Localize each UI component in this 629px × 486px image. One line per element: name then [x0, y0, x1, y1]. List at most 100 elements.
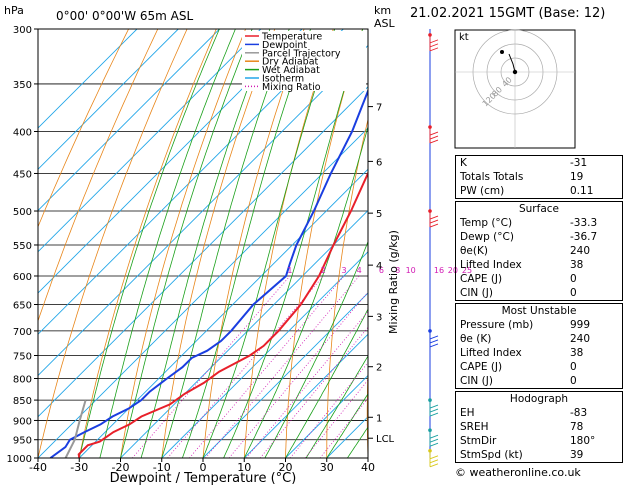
altitude-tick-label: 3	[376, 312, 382, 323]
index-key: Totals Totals	[460, 171, 524, 183]
mixing-ratio-tick-label: 25	[462, 266, 472, 275]
pressure-tick-label: 700	[13, 327, 32, 338]
legend-entry: Dry Adiabat	[262, 57, 319, 68]
most-unstable-value: 38	[570, 347, 584, 359]
surface-key: θe(K)	[460, 245, 488, 257]
hpa-label: hPa	[4, 4, 24, 17]
surface-value: 0	[570, 287, 577, 299]
pressure-tick-label: 900	[13, 416, 32, 427]
info-panel: K -31 Totals Totals 19 PW (cm) 0.11 Surface T…	[455, 155, 623, 465]
isotherm-line	[38, 29, 303, 294]
asl-label: ASL	[374, 17, 396, 30]
most-unstable-value: 240	[570, 333, 591, 345]
legend-entry: Isotherm	[262, 74, 304, 85]
temperature-tick-label: -40	[29, 461, 47, 474]
pressure-tick-label: 450	[13, 169, 32, 180]
temperature-tick-label: 40	[361, 461, 375, 474]
surface-key: Dewp (°C)	[460, 231, 514, 243]
mixing-ratio-line	[289, 361, 368, 458]
hodograph-stat-value: 78	[570, 421, 584, 433]
altitude-tick-label: 2	[376, 363, 382, 374]
mixing-ratio-line	[167, 275, 324, 458]
wet-adiabat-line	[182, 29, 311, 458]
wind-barb	[429, 211, 439, 228]
mixing-ratio-tick-label: 2	[321, 266, 326, 275]
pressure-tick-label: 800	[13, 374, 32, 385]
wet-adiabat-line	[202, 29, 336, 458]
wet-adiabat-line	[161, 29, 290, 458]
dry-adiabat-line	[38, 29, 188, 458]
pressure-tick-label: 850	[13, 396, 32, 407]
isotherm-line	[38, 29, 344, 335]
dry-adiabat-line	[285, 29, 363, 458]
index-value: -31	[570, 157, 588, 169]
hodograph-unit-label: kt	[459, 32, 469, 43]
most-unstable-key: Lifted Index	[460, 347, 522, 359]
pressure-tick-label: 950	[13, 436, 32, 447]
pressure-tick-label: 550	[13, 241, 32, 252]
isotherm-line	[243, 333, 368, 458]
surface-value: -36.7	[570, 231, 598, 243]
most-unstable-title: Most Unstable	[501, 305, 577, 317]
hodograph-stat-key: SREH	[460, 421, 489, 433]
location-label: 0°00' 0°00'W 65m ASL	[56, 9, 194, 23]
most-unstable-key: CIN (J)	[460, 375, 493, 387]
mixing-ratio-tick-label: 3	[341, 266, 346, 275]
index-row: K -31	[456, 156, 622, 170]
dry-adiabat-line	[243, 29, 334, 458]
index-value: 0.11	[570, 185, 594, 197]
temperature-tick-label: -10	[153, 461, 171, 474]
hodograph-stat-row: SREH 78	[456, 420, 622, 434]
surface-key: CAPE (J)	[460, 273, 503, 285]
wind-barb	[429, 330, 439, 348]
hodograph-stat-value: 39	[570, 449, 584, 461]
wind-barb	[429, 450, 439, 468]
wind-barb	[429, 127, 439, 144]
mixing-ratio-line	[228, 291, 368, 458]
hodograph-stat-value: -83	[570, 407, 588, 419]
pressure-tick-label: 1000	[7, 454, 32, 465]
isotherm-line	[78, 168, 368, 458]
mixing-ratio-axis-label: Mixing Ratio (g/kg)	[387, 230, 400, 334]
legend-entry: Temperature	[261, 32, 322, 43]
legend-entry: Wet Adiabat	[262, 65, 320, 76]
dry-adiabat-line	[120, 29, 246, 458]
altitude-tick-label: 4	[376, 261, 382, 272]
pressure-tick-label: 400	[13, 128, 32, 139]
hodograph-stat-row: StmDir 180°	[456, 434, 622, 448]
wind-barb	[429, 430, 439, 447]
copyright-label: © weatheronline.co.uk	[455, 466, 581, 479]
most-unstable-value: 999	[570, 319, 591, 331]
mixing-ratio-line	[131, 275, 291, 458]
mixing-ratio-tick-label: 1	[287, 266, 292, 275]
hodograph-stat-key: StmSpd (kt)	[460, 449, 523, 461]
wind-barb-dot	[428, 125, 432, 129]
pressure-tick-label: 350	[13, 80, 32, 91]
index-value: 19	[570, 171, 584, 183]
legend-box	[242, 31, 366, 91]
series-dewpoint-line	[49, 88, 368, 458]
temperature-tick-label: 20	[279, 461, 293, 474]
wet-adiabat-line	[305, 355, 368, 458]
wind-barb	[429, 34, 439, 52]
wet-adiabat-line	[120, 29, 253, 458]
isotherm-line	[38, 29, 262, 253]
isotherm-line	[38, 29, 220, 212]
isotherm-line	[285, 374, 368, 458]
temperature-tick-label: 30	[320, 461, 334, 474]
most-unstable-key: CAPE (J)	[460, 361, 503, 373]
hodograph-storm-motion	[512, 69, 518, 75]
surface-key: Lifted Index	[460, 259, 522, 271]
surface-value: 38	[570, 259, 584, 271]
surface-value: -33.3	[570, 217, 598, 229]
surface-value: 240	[570, 245, 591, 257]
mixing-ratio-tick-label: 16	[434, 266, 444, 275]
most-unstable-row: Pressure (mb) 999	[456, 318, 622, 332]
surface-key: CIN (J)	[460, 287, 493, 299]
surface-row: CAPE (J) 0	[456, 272, 622, 286]
series-parcel-trajectory-line	[64, 399, 87, 458]
hodograph-stat-row: StmSpd (kt) 39	[456, 448, 622, 462]
hodograph-stat-row: EH -83	[456, 406, 622, 420]
wet-adiabat-line	[140, 29, 271, 458]
